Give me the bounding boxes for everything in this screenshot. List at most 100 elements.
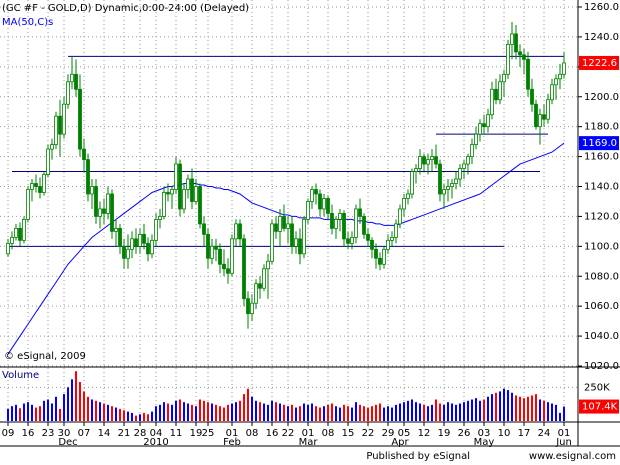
candle-body bbox=[518, 51, 522, 56]
volume-bar bbox=[287, 406, 289, 421]
volume-bar bbox=[31, 404, 33, 421]
candle-body bbox=[102, 208, 106, 214]
candle-body bbox=[270, 223, 274, 262]
candle-body bbox=[10, 236, 14, 244]
candle-body bbox=[122, 245, 126, 259]
candle-body bbox=[530, 88, 534, 105]
candle-body bbox=[246, 298, 250, 315]
volume-bar bbox=[463, 402, 465, 421]
x-tick-label: 22 bbox=[282, 428, 295, 439]
x-tick-label: 16 bbox=[266, 428, 279, 439]
volume-bar bbox=[531, 395, 533, 421]
volume-bar bbox=[419, 403, 421, 421]
volume-bar bbox=[415, 402, 417, 421]
volume-bar bbox=[343, 404, 345, 421]
volume-bar bbox=[67, 387, 69, 421]
candle-body bbox=[550, 84, 554, 101]
candle-body bbox=[66, 81, 70, 105]
x-tick-label: 30 bbox=[58, 428, 71, 439]
candle-body bbox=[82, 148, 86, 160]
x-tick-label: 01 bbox=[226, 428, 239, 439]
candle-body bbox=[394, 223, 398, 238]
volume-bar bbox=[319, 407, 321, 421]
candle-body bbox=[38, 186, 42, 193]
month-label: Apr bbox=[391, 437, 409, 448]
volume-bar bbox=[403, 402, 405, 421]
volume-bar bbox=[27, 402, 29, 421]
volume-bar bbox=[535, 394, 537, 421]
volume-bar bbox=[407, 400, 409, 421]
candle-body bbox=[70, 73, 74, 83]
candle-body bbox=[454, 178, 458, 184]
volume-bar bbox=[507, 390, 509, 421]
x-tick-label: 05 bbox=[398, 428, 411, 439]
candle-body bbox=[222, 263, 226, 270]
volume-bar bbox=[223, 407, 225, 421]
candle-body bbox=[190, 178, 194, 202]
candle-body bbox=[274, 223, 278, 232]
candle-body bbox=[30, 183, 34, 190]
candle-body bbox=[58, 115, 62, 135]
volume-bar bbox=[231, 403, 233, 421]
candle-body bbox=[362, 216, 366, 235]
volume-bar bbox=[443, 404, 445, 421]
x-tick-label: 19 bbox=[438, 428, 451, 439]
volume-bar bbox=[251, 396, 253, 421]
candle-body bbox=[158, 216, 162, 220]
volume-bar bbox=[263, 403, 265, 421]
candle-body bbox=[534, 103, 538, 128]
x-tick-label: 17 bbox=[518, 428, 531, 439]
volume-bar bbox=[159, 404, 161, 421]
ma-value-label-box bbox=[579, 136, 619, 151]
candle-body bbox=[494, 88, 498, 101]
candle-body bbox=[194, 186, 198, 202]
volume-bar bbox=[339, 407, 341, 421]
volume-bar bbox=[347, 406, 349, 421]
candle-body bbox=[86, 159, 90, 195]
volume-bar bbox=[523, 398, 525, 421]
candle-body bbox=[414, 168, 418, 172]
volume-bar bbox=[539, 399, 541, 421]
candle-body bbox=[374, 248, 378, 259]
volume-bar bbox=[179, 399, 181, 421]
candle-body bbox=[110, 193, 114, 232]
volume-bar bbox=[259, 402, 261, 421]
x-tick-label: 10 bbox=[498, 428, 511, 439]
candle-body bbox=[290, 223, 294, 247]
volume-bar bbox=[395, 404, 397, 421]
candle-body bbox=[46, 148, 50, 175]
volume-bar bbox=[475, 398, 477, 421]
candle-body bbox=[138, 233, 142, 247]
candle-body bbox=[278, 216, 282, 232]
publisher: Published by eSignal bbox=[366, 451, 470, 462]
candle-body bbox=[546, 99, 550, 120]
volume-bar bbox=[455, 404, 457, 421]
volume-bar bbox=[59, 408, 61, 421]
candle-body bbox=[266, 260, 270, 270]
candle-body bbox=[386, 239, 390, 250]
volume-bar bbox=[351, 407, 353, 421]
month-label: Jun bbox=[555, 437, 572, 448]
volume-bar bbox=[279, 403, 281, 421]
x-tick-label: 08 bbox=[322, 428, 335, 439]
x-tick-label: 19 bbox=[190, 428, 203, 439]
candle-body bbox=[446, 186, 450, 190]
last-price-label: 1222.6 bbox=[582, 58, 617, 69]
candle-body bbox=[42, 174, 46, 193]
volume-bar bbox=[367, 407, 369, 421]
volume-bar bbox=[119, 408, 121, 421]
volume-bar bbox=[71, 379, 73, 421]
volume-bar bbox=[235, 402, 237, 421]
candle-body bbox=[342, 213, 346, 240]
candle-body bbox=[322, 198, 326, 210]
volume-bar bbox=[563, 406, 565, 421]
x-tick-label: 29 bbox=[382, 428, 395, 439]
candle-body bbox=[26, 189, 30, 220]
volume-tick-label: 250K bbox=[584, 382, 610, 393]
volume-bar bbox=[427, 406, 429, 421]
candle-body bbox=[378, 257, 382, 265]
x-tick-label: 16 bbox=[22, 428, 35, 439]
volume-bar bbox=[171, 404, 173, 421]
volume-bar bbox=[43, 400, 45, 421]
candle-body bbox=[354, 208, 358, 238]
